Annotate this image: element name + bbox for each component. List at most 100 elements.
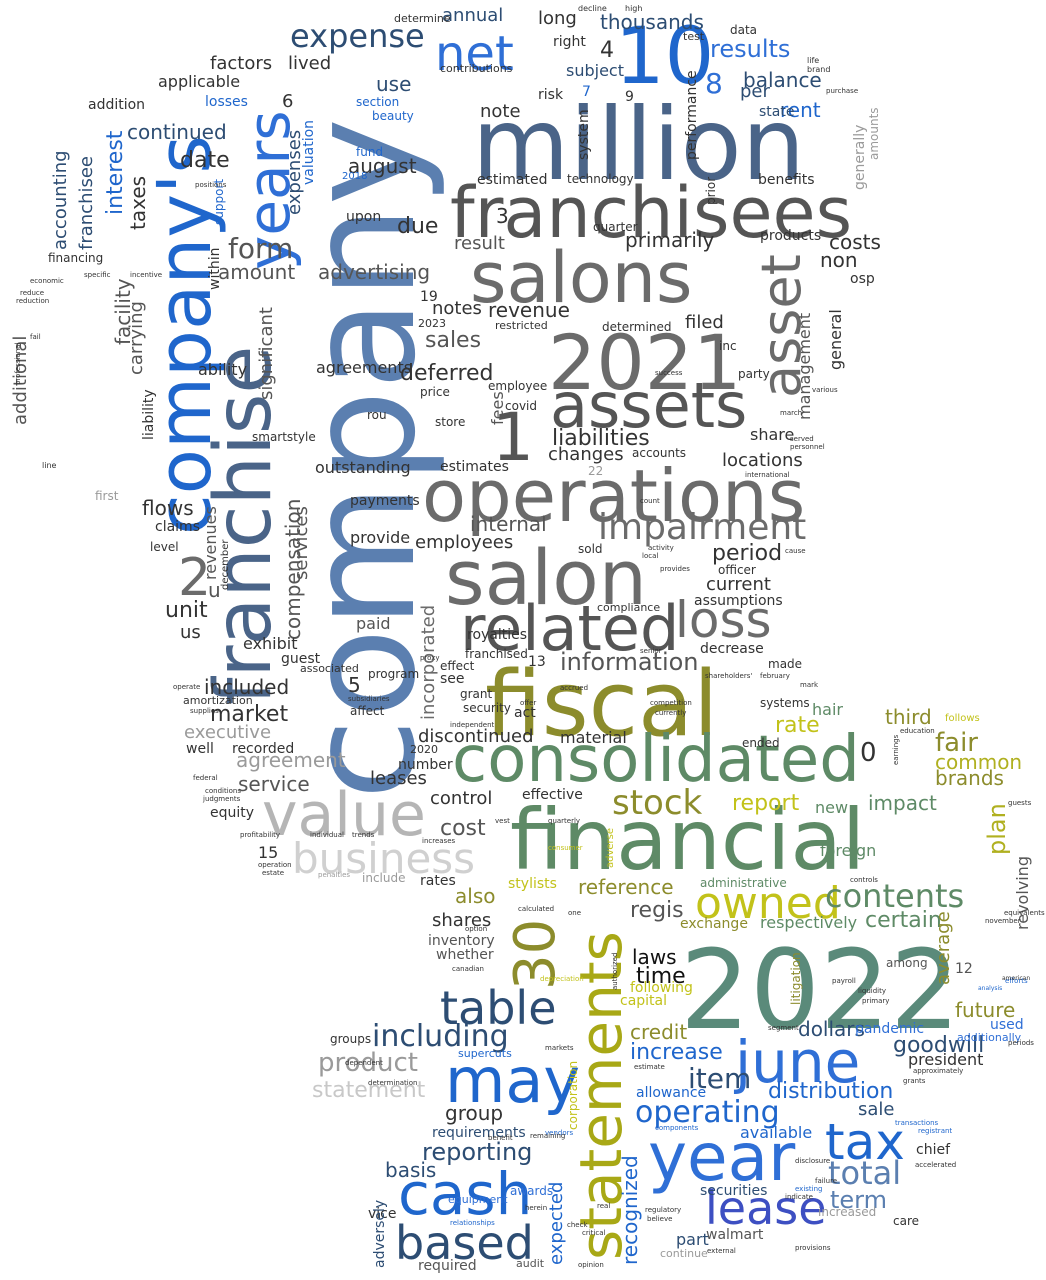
- word: june: [735, 1028, 861, 1096]
- word: revenues: [201, 506, 220, 580]
- word: smartstyle: [252, 430, 316, 444]
- word: franchisees: [450, 172, 853, 254]
- word: capital: [620, 993, 668, 1009]
- word: salon: [445, 533, 647, 622]
- word: losses: [205, 94, 248, 110]
- word: ended: [742, 736, 780, 750]
- word: quarter: [593, 220, 638, 234]
- word: number: [398, 757, 453, 773]
- word: transactions: [895, 1119, 939, 1127]
- word: high: [625, 4, 643, 13]
- word: owned: [695, 878, 841, 929]
- word: individual: [310, 831, 344, 839]
- word: administrative: [700, 876, 787, 890]
- word: date: [180, 148, 230, 173]
- word: november: [985, 917, 1021, 925]
- word: decrease: [700, 641, 764, 657]
- word: program: [368, 667, 420, 681]
- word: franchised: [465, 647, 528, 661]
- word: brand: [807, 65, 831, 74]
- word: services: [291, 506, 312, 580]
- word: related: [460, 592, 680, 665]
- word: state: [759, 104, 795, 120]
- word: check: [567, 1221, 588, 1229]
- word: credit: [630, 1020, 688, 1044]
- word: accrued: [560, 684, 589, 692]
- word: compliance: [597, 601, 661, 614]
- word: filed: [685, 312, 724, 333]
- word: whether: [436, 947, 494, 963]
- word: table: [440, 981, 557, 1035]
- word: equivalents: [1004, 909, 1045, 917]
- word: remaining: [530, 1132, 566, 1140]
- word: reference: [578, 875, 674, 899]
- word: u: [208, 578, 221, 602]
- word: efforts: [1005, 977, 1028, 985]
- word: include: [362, 871, 406, 885]
- word: subject: [566, 61, 624, 80]
- word: opinion: [578, 1261, 604, 1269]
- word: august: [348, 154, 417, 178]
- word: act: [514, 705, 536, 721]
- word: company's: [142, 135, 228, 535]
- word: product: [318, 1048, 419, 1078]
- word: also: [455, 884, 496, 908]
- word: generally: [852, 124, 868, 190]
- word: rent: [780, 98, 821, 122]
- word: security: [463, 701, 511, 715]
- word: 2020: [410, 743, 438, 756]
- word: applicable: [158, 72, 241, 91]
- word: herein: [525, 1204, 548, 1212]
- word: 8: [705, 67, 723, 100]
- word: equity: [210, 805, 255, 821]
- word: conditions: [205, 787, 242, 795]
- word: vendors: [545, 1129, 574, 1137]
- word: personnel: [790, 443, 825, 451]
- word: contributions: [440, 62, 513, 75]
- word: discontinued: [418, 726, 534, 747]
- word: loss: [675, 591, 772, 649]
- word: segment: [768, 1024, 799, 1032]
- word: professional: [14, 342, 22, 385]
- word: rates: [420, 873, 456, 889]
- word: financial: [510, 791, 866, 889]
- word: served: [790, 435, 814, 443]
- word: estimated: [477, 172, 548, 188]
- word: distribution: [768, 1079, 894, 1104]
- word: registrant: [918, 1127, 953, 1135]
- word: available: [740, 1123, 813, 1142]
- word: recognized: [618, 1155, 642, 1265]
- word: american: [1002, 975, 1031, 982]
- word: 2022: [680, 926, 960, 1054]
- word: profitability: [240, 831, 281, 839]
- word: officer: [718, 563, 756, 577]
- word: benefit: [488, 1134, 513, 1142]
- word: components: [655, 1124, 699, 1132]
- word: item: [688, 1062, 752, 1095]
- word: decline: [578, 4, 607, 13]
- word: restricted: [495, 319, 548, 332]
- word: inventory: [428, 933, 495, 949]
- word: effect: [440, 659, 475, 673]
- word: general: [826, 309, 845, 370]
- word: shareholders': [705, 672, 753, 680]
- word: group: [445, 1101, 504, 1125]
- word: regis: [630, 898, 684, 923]
- word: calculated: [518, 905, 555, 913]
- word: liquidity: [858, 987, 886, 995]
- word: real: [597, 1202, 611, 1210]
- word: effective: [522, 787, 583, 803]
- word: amortization: [183, 694, 253, 707]
- word: president: [908, 1050, 984, 1069]
- word: impairment: [598, 507, 807, 548]
- word: note: [480, 101, 521, 122]
- word: data: [730, 23, 758, 37]
- word: dependent: [345, 1059, 383, 1067]
- word: control: [430, 788, 493, 809]
- word: year: [648, 1119, 796, 1196]
- word: believe: [647, 1215, 673, 1223]
- word: allowance: [636, 1085, 707, 1101]
- word: upon: [346, 209, 382, 225]
- word: exchange: [680, 916, 748, 932]
- word: amount: [218, 260, 296, 284]
